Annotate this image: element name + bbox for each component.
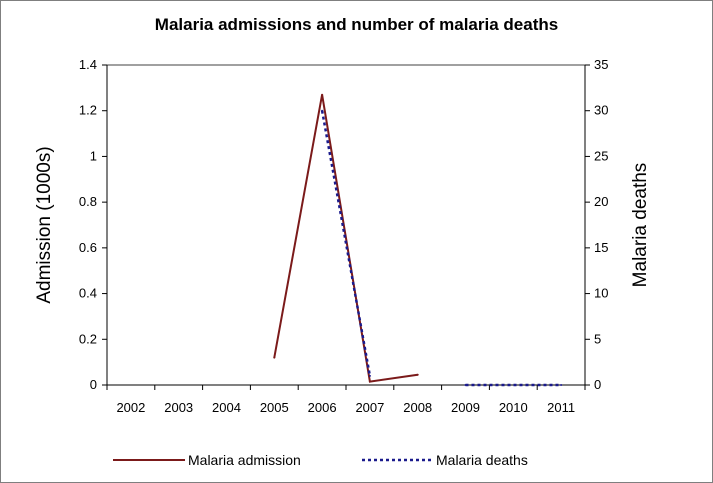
right-tick-label: 15 bbox=[594, 240, 608, 255]
left-tick-label: 1.4 bbox=[79, 57, 97, 72]
data-point-malaria-admission bbox=[368, 380, 371, 383]
right-tick-label: 20 bbox=[594, 194, 608, 209]
data-point-malaria-admission bbox=[416, 373, 419, 376]
x-tick-label: 2007 bbox=[355, 400, 384, 415]
x-tick-label: 2006 bbox=[308, 400, 337, 415]
chart-labels: 0 0.2 0.4 0.6 0.8 1 1.2 1.4 0 5 10 15 20 25 30 35 2002 20… bbox=[34, 57, 651, 415]
x-tick-label: 2009 bbox=[451, 400, 480, 415]
y-axis-title: Admission (1000s) bbox=[34, 146, 55, 303]
series-line-malaria-admission bbox=[273, 94, 418, 383]
right-tick-label: 10 bbox=[594, 286, 608, 301]
right-tick-label: 25 bbox=[594, 148, 608, 163]
chart-title: Malaria admissions and number of malaria… bbox=[154, 15, 559, 34]
data-point-malaria-deaths bbox=[560, 384, 563, 386]
left-tick-label: 0 bbox=[90, 377, 97, 392]
data-point-malaria-deaths bbox=[321, 109, 324, 112]
legend: Malaria admission Malaria deaths bbox=[113, 452, 528, 468]
right-tick-label: 5 bbox=[594, 331, 601, 346]
x-tick-label: 2005 bbox=[260, 400, 289, 415]
data-point-malaria-admission bbox=[273, 356, 276, 359]
left-tick-label: 1.2 bbox=[79, 103, 97, 118]
legend-label-malaria-deaths: Malaria deaths bbox=[436, 452, 528, 468]
x-tick-label: 2004 bbox=[212, 400, 241, 415]
x-tick-label: 2002 bbox=[116, 400, 145, 415]
data-point-malaria-deaths bbox=[368, 374, 371, 377]
x-tick-label: 2008 bbox=[403, 400, 432, 415]
right-tick-label: 30 bbox=[594, 103, 608, 118]
right-tick-label: 35 bbox=[594, 57, 608, 72]
x-tick-label: 2011 bbox=[547, 400, 575, 415]
left-tick-label: 0.4 bbox=[79, 286, 97, 301]
chart-marks bbox=[273, 93, 563, 387]
left-tick-label: 0.6 bbox=[79, 240, 97, 255]
left-tick-label: 0.8 bbox=[79, 194, 97, 209]
right-tick-label: 0 bbox=[594, 377, 601, 392]
plot-area bbox=[102, 64, 590, 390]
x-tick-label: 2003 bbox=[164, 400, 193, 415]
left-tick-label: 1 bbox=[90, 148, 97, 163]
data-point-malaria-admission bbox=[321, 93, 324, 96]
data-point-malaria-deaths bbox=[464, 384, 467, 386]
left-tick-label: 0.2 bbox=[79, 331, 97, 346]
y2-axis-title: Malaria deaths bbox=[630, 163, 651, 288]
legend-label-malaria-admission: Malaria admission bbox=[188, 452, 301, 468]
series-line-malaria-deaths bbox=[320, 110, 372, 377]
x-tick-label: 2010 bbox=[499, 400, 528, 415]
